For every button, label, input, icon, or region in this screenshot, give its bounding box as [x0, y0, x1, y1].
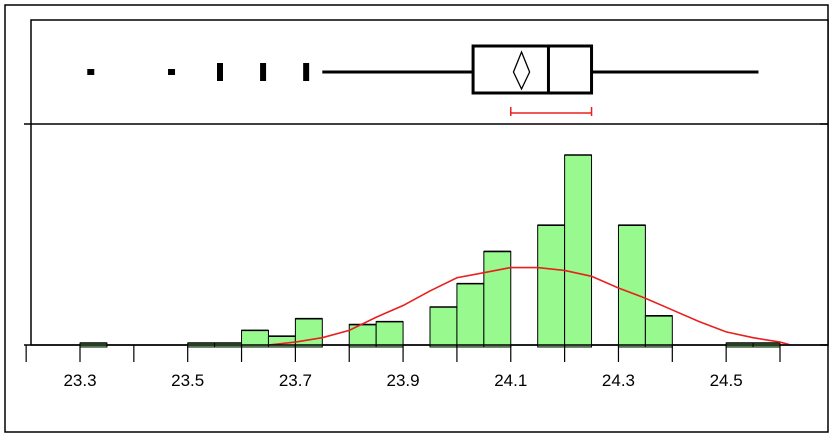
- x-tick-label-4: 24.1: [494, 371, 527, 390]
- histogram-bar-11: [537, 224, 566, 348]
- histogram-bar-5: [294, 318, 323, 348]
- histogram-bar-12: [564, 154, 593, 348]
- box-outlier-0: [87, 69, 95, 75]
- histogram-bar-9: [456, 283, 485, 348]
- x-tick-label-1: 23.5: [171, 371, 204, 390]
- box-plot: [87, 44, 759, 116]
- histogram-bar-13: [617, 224, 646, 348]
- box-mean-diamond: [512, 50, 531, 91]
- density-curve-line: [268, 266, 791, 346]
- box-outlier-2: [217, 63, 223, 81]
- histogram-bars: [79, 154, 781, 348]
- box-outlier-3: [260, 63, 267, 81]
- x-tick-label-6: 24.5: [710, 371, 743, 390]
- histogram-bar-10: [483, 250, 512, 348]
- x-tick-label-3: 23.9: [387, 371, 420, 390]
- histogram-bar-7: [375, 321, 404, 348]
- box-iqr: [471, 44, 594, 95]
- box-outlier-1: [168, 69, 176, 75]
- x-tick-label-2: 23.7: [279, 371, 312, 390]
- plot-frame: [30, 19, 829, 346]
- x-tick-label-5: 24.3: [602, 371, 635, 390]
- x-tick-label-0: 23.3: [63, 371, 96, 390]
- x-axis: 23.3 23.5 23.7 23.9 24.1 24.3 24.5: [25, 344, 828, 390]
- density-curve: [268, 266, 791, 346]
- histogram-bar-8: [429, 306, 458, 348]
- histogram-bar-14: [644, 315, 673, 348]
- box-outlier-4: [303, 63, 310, 81]
